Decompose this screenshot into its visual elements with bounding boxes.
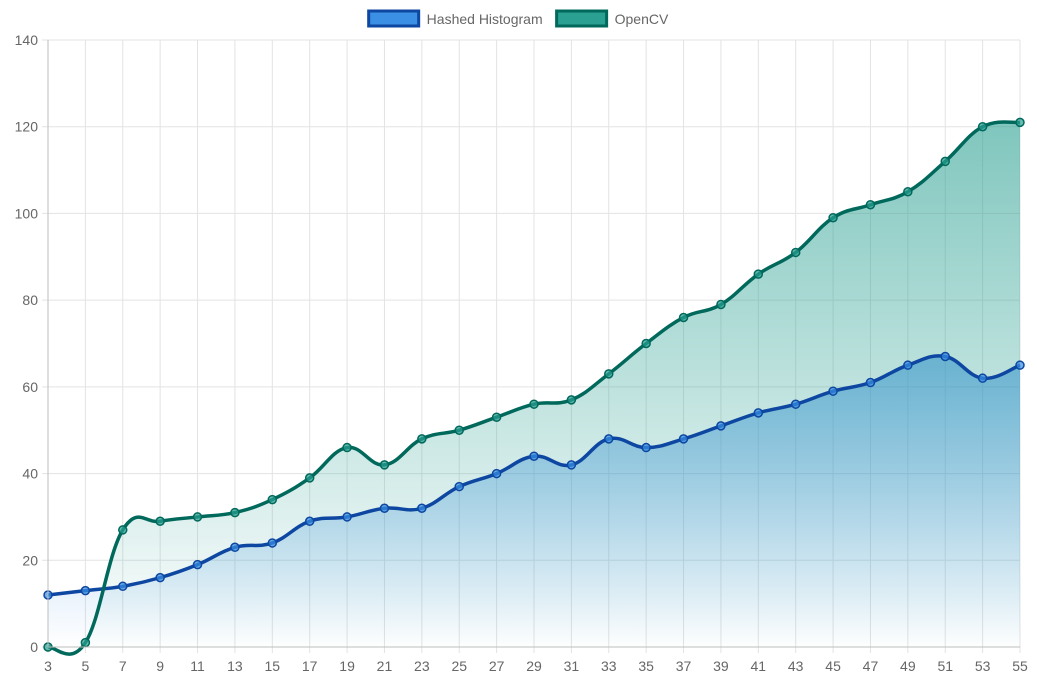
data-point[interactable]	[342, 512, 352, 522]
y-tick-label: 0	[30, 639, 38, 655]
x-tick-label: 29	[526, 658, 542, 674]
data-point[interactable]	[304, 473, 315, 483]
data-point[interactable]	[342, 442, 352, 453]
y-tick-label: 40	[22, 466, 38, 482]
data-point[interactable]	[417, 434, 427, 444]
data-point[interactable]	[417, 503, 427, 514]
x-tick-label: 47	[863, 658, 879, 674]
data-point[interactable]	[491, 468, 502, 479]
x-tick-label: 3	[44, 658, 52, 674]
data-point[interactable]	[230, 507, 240, 518]
legend-item[interactable]: Hashed Histogram	[367, 9, 543, 28]
series-areas	[48, 121, 1020, 655]
data-point[interactable]	[566, 460, 577, 470]
x-tick-label: 5	[81, 658, 89, 674]
x-tick-label: 55	[1012, 658, 1028, 674]
data-point[interactable]	[753, 408, 764, 418]
data-point[interactable]	[903, 360, 913, 370]
data-point[interactable]	[1015, 360, 1025, 370]
x-tick-label: 27	[489, 658, 505, 674]
x-tick-label: 49	[900, 658, 916, 674]
series-points	[43, 117, 1025, 652]
x-tick-label: 7	[119, 658, 127, 674]
legend-swatch	[367, 9, 421, 28]
y-tick-label: 100	[15, 205, 39, 221]
data-point[interactable]	[379, 503, 390, 514]
data-point[interactable]	[604, 434, 614, 444]
x-tick-label: 9	[156, 658, 164, 674]
data-point[interactable]	[454, 481, 464, 492]
data-point[interactable]	[977, 373, 988, 383]
x-tick-label: 17	[302, 658, 318, 674]
data-point[interactable]	[155, 516, 165, 527]
data-point[interactable]	[641, 338, 651, 349]
x-tick-label: 21	[377, 658, 393, 674]
legend-label: Hashed Histogram	[427, 11, 543, 27]
data-point[interactable]	[903, 187, 913, 197]
x-tick-label: 25	[451, 658, 467, 674]
x-tick-label: 45	[825, 658, 841, 674]
data-point[interactable]	[790, 399, 801, 409]
x-tick-label: 23	[414, 658, 430, 674]
y-tick-label: 80	[22, 292, 38, 308]
x-tick-label: 37	[676, 658, 692, 674]
data-point[interactable]	[80, 637, 91, 648]
data-point[interactable]	[716, 299, 726, 310]
x-tick-label: 19	[339, 658, 355, 674]
legend-item[interactable]: OpenCV	[555, 9, 669, 28]
data-point[interactable]	[267, 538, 278, 548]
legend-label: OpenCV	[615, 11, 669, 27]
data-point[interactable]	[940, 156, 950, 167]
x-tick-label: 31	[564, 658, 580, 674]
x-tick-label: 13	[227, 658, 243, 674]
data-point[interactable]	[790, 247, 801, 258]
data-point[interactable]	[155, 572, 165, 583]
data-point[interactable]	[379, 460, 390, 470]
data-point[interactable]	[828, 213, 838, 223]
y-tick-label: 120	[15, 119, 39, 135]
series-area-1	[48, 121, 1020, 655]
x-tick-label: 43	[788, 658, 804, 674]
x-tick-label: 53	[975, 658, 991, 674]
legend: Hashed Histogram OpenCV	[367, 9, 669, 28]
data-point[interactable]	[678, 312, 689, 323]
x-tick-label: 51	[937, 658, 953, 674]
data-point[interactable]	[529, 399, 539, 409]
x-tick-label: 11	[190, 658, 205, 674]
data-point[interactable]	[192, 559, 203, 570]
data-point[interactable]	[118, 525, 128, 535]
y-tick-label: 20	[22, 552, 38, 568]
data-point[interactable]	[641, 442, 651, 453]
data-point[interactable]	[828, 386, 838, 396]
data-point[interactable]	[118, 581, 128, 592]
data-point[interactable]	[230, 542, 240, 553]
data-point[interactable]	[940, 351, 950, 362]
data-point[interactable]	[865, 200, 876, 210]
legend-swatch	[555, 9, 609, 28]
y-tick-label: 60	[22, 379, 38, 395]
data-point[interactable]	[192, 512, 203, 522]
data-point[interactable]	[491, 412, 502, 422]
y-tick-label: 140	[15, 32, 39, 48]
data-point[interactable]	[678, 434, 689, 444]
data-point[interactable]	[529, 451, 539, 461]
x-tick-label: 33	[601, 658, 617, 674]
data-point[interactable]	[304, 516, 315, 527]
data-point[interactable]	[267, 494, 278, 505]
data-point[interactable]	[566, 395, 577, 405]
x-tick-label: 15	[265, 658, 281, 674]
data-point[interactable]	[753, 269, 764, 279]
data-point[interactable]	[1015, 117, 1025, 128]
data-point[interactable]	[977, 121, 988, 132]
data-point[interactable]	[454, 425, 464, 435]
data-point[interactable]	[865, 377, 876, 388]
data-point[interactable]	[604, 369, 614, 379]
x-tick-label: 39	[713, 658, 729, 674]
data-point[interactable]	[80, 585, 91, 596]
x-tick-label: 41	[751, 658, 767, 674]
x-tick-label: 35	[638, 658, 654, 674]
data-point[interactable]	[716, 421, 726, 431]
